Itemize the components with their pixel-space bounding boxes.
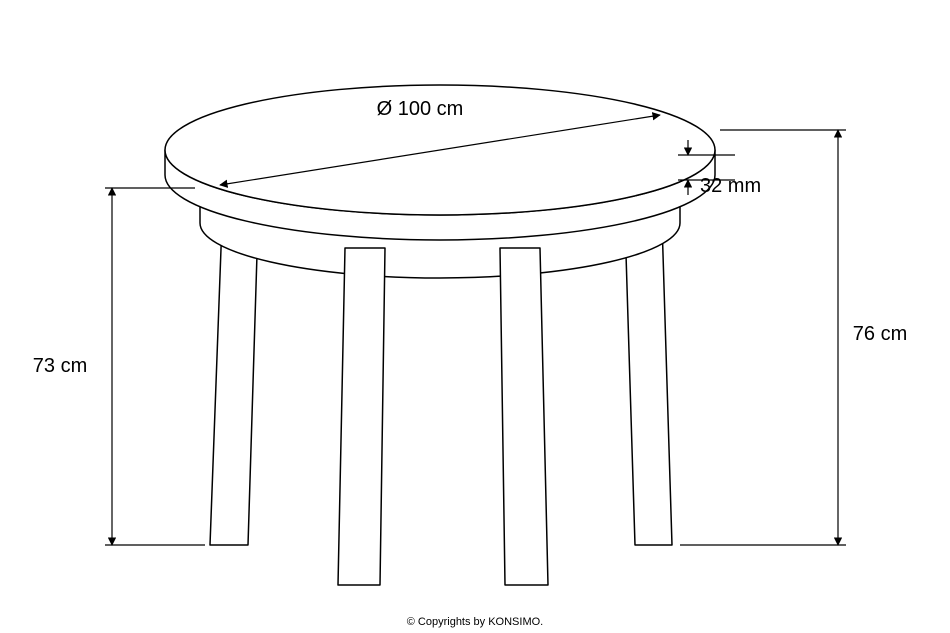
table-leg-front-right	[500, 248, 548, 585]
dimension-leg-height	[105, 188, 205, 545]
table-leg-back-left	[210, 222, 258, 545]
thickness-label: 32 mm	[700, 175, 761, 197]
diameter-label: Ø 100 cm	[377, 98, 464, 120]
table-illustration	[165, 85, 715, 585]
table-dimension-diagram: Ø 100 cm 32 mm 73 cm 76 cm © Copyrights …	[0, 0, 950, 633]
table-leg-front-left	[338, 248, 385, 585]
table-leg-back-right	[625, 222, 672, 545]
copyright-text: © Copyrights by KONSIMO.	[407, 616, 543, 628]
leg-height-label: 73 cm	[33, 355, 87, 377]
total-height-label: 76 cm	[853, 323, 907, 345]
